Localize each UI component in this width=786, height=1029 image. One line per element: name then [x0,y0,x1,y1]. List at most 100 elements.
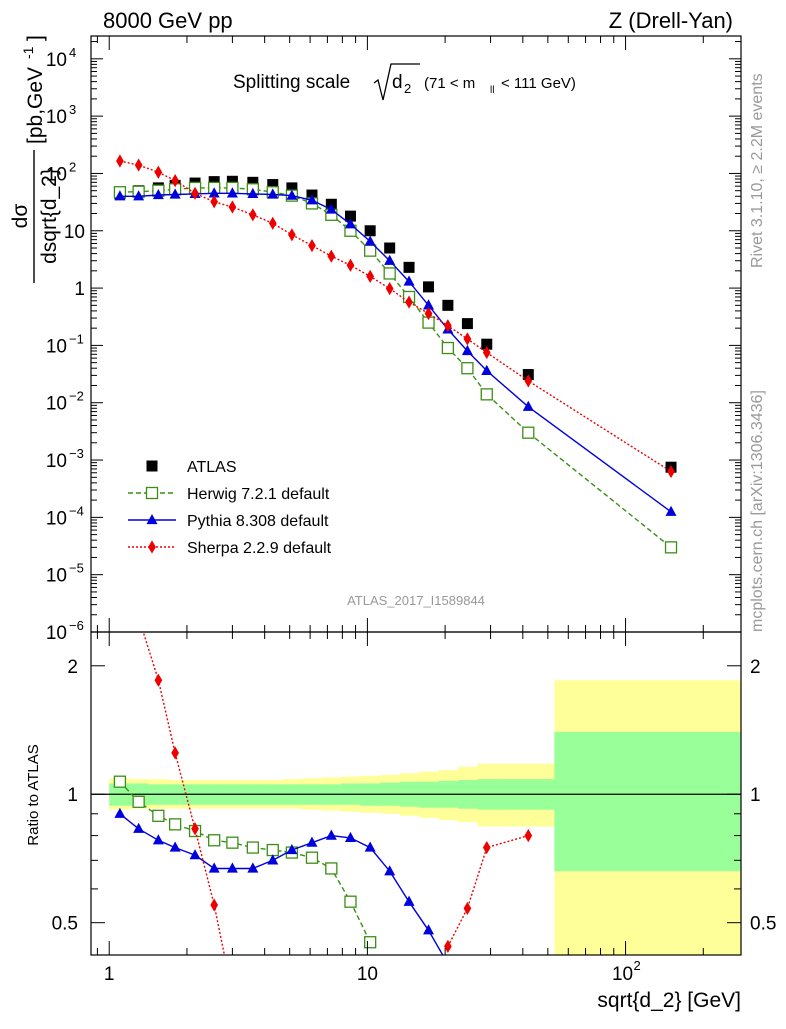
data-point-marker [134,158,143,172]
y-tick-exponent: −1 [69,331,84,346]
ratio-y-tick-label: 1 [67,785,78,806]
data-point-marker [480,388,493,401]
data-point-marker [148,540,156,554]
legend-label: ATLAS [187,459,237,476]
data-point-marker [461,362,474,375]
data-point-marker [288,228,296,242]
ylabel-units-close: ] [24,35,47,41]
x-tick-label: 10 [357,964,378,985]
data-point-marker [229,988,237,1001]
legend-label: Pythia 8.308 default [187,513,329,530]
data-point-marker [168,818,182,831]
data-point-marker [522,400,534,411]
data-point-marker [152,834,164,845]
data-point-marker [210,898,219,912]
data-point-marker [154,673,163,687]
data-point-marker [286,182,298,194]
data-point-marker [384,242,396,254]
data-point-marker [463,901,472,916]
y-tick-label: 10 [46,164,67,185]
title-cut-sub: ll [490,85,494,96]
data-point-marker [208,834,221,847]
data-point-marker [423,924,435,935]
data-point-marker [268,216,277,230]
y-tick-exponent: 4 [69,45,76,60]
data-point-marker [364,225,376,237]
legend-entry: Herwig 7.2.1 default [128,486,330,503]
series-sherpa [116,154,675,479]
ratio-series-sherpa [116,572,533,1001]
data-point-marker [344,210,356,222]
y-tick-label: 10 [46,566,67,587]
data-point-marker [306,194,318,205]
ylabel-denominator: dsqrt{d_2} [38,168,61,264]
data-point-marker [364,244,377,257]
analysis-watermark: ATLAS_2017_I1589844 [347,593,485,608]
data-point-marker [116,154,124,168]
series-pythia [114,187,677,516]
data-point-marker [116,572,124,585]
mcplots-label: mcplots.cern.ch [arXiv:1306.3436] [749,390,766,632]
title-sqrt-var: d [392,72,403,93]
header-left-label: 8000 GeV pp [103,8,233,33]
data-point-marker [364,841,376,852]
data-point-marker [152,188,164,200]
header-right-label: Z (Drell-Yan) [609,8,733,33]
series-line [119,160,672,473]
title-sqrt-sub: 2 [404,81,411,96]
data-point-marker [247,176,259,188]
x-axis-label: sqrt{d_2} [GeV] [597,989,741,1012]
data-point-marker [305,851,319,864]
data-point-marker [191,186,199,200]
y-tick-label: 10 [46,508,67,529]
data-point-marker [267,188,279,199]
data-point-marker [364,235,376,246]
legend-entry: Pythia 8.308 default [128,513,329,530]
data-point-marker [325,203,337,214]
uncertainty-band-inner [554,731,741,872]
data-point-marker [113,775,127,788]
x-tick-label: 1 [104,964,115,985]
data-point-marker [442,958,453,968]
data-point-marker [171,174,179,188]
y-tick-exponent: 2 [69,159,76,174]
data-point-marker [403,895,415,906]
data-point-marker [169,841,181,852]
x-tick-exponent: 2 [634,958,641,973]
legend-entry: Sherpa 2.2.9 default [128,540,332,557]
data-point-marker [441,341,455,355]
data-point-marker [133,822,145,833]
series-line [119,187,672,548]
y-tick-label: 10 [46,451,67,472]
data-point-marker [133,190,145,201]
data-point-marker [152,809,165,822]
data-point-marker [189,849,201,860]
y-tick-exponent: 3 [69,102,76,117]
data-point-marker [226,836,239,849]
data-point-marker [444,319,452,333]
y-tick-exponent: −3 [69,446,84,461]
data-point-marker [664,541,678,554]
data-point-marker [384,254,396,265]
x-tick-label: 10 [612,964,633,985]
data-point-marker [461,344,473,356]
y-tick-label: 10 [46,394,67,415]
ratio-y-tick-label-right: 1 [750,785,761,806]
data-point-marker [191,822,199,836]
data-point-marker [346,258,355,272]
data-point-marker [286,189,298,200]
data-point-marker [444,939,452,953]
data-point-marker [210,195,219,209]
data-point-marker [266,843,279,857]
main-title: Splitting scale d 2 (71 < m ll < 111 GeV… [233,63,576,101]
data-point-marker [423,281,435,293]
title-cut-open: (71 < m [424,75,475,92]
data-point-marker [423,299,435,310]
data-point-marker [384,865,396,876]
data-point-marker [226,862,238,873]
data-point-marker [442,299,454,311]
data-point-marker [308,239,316,253]
